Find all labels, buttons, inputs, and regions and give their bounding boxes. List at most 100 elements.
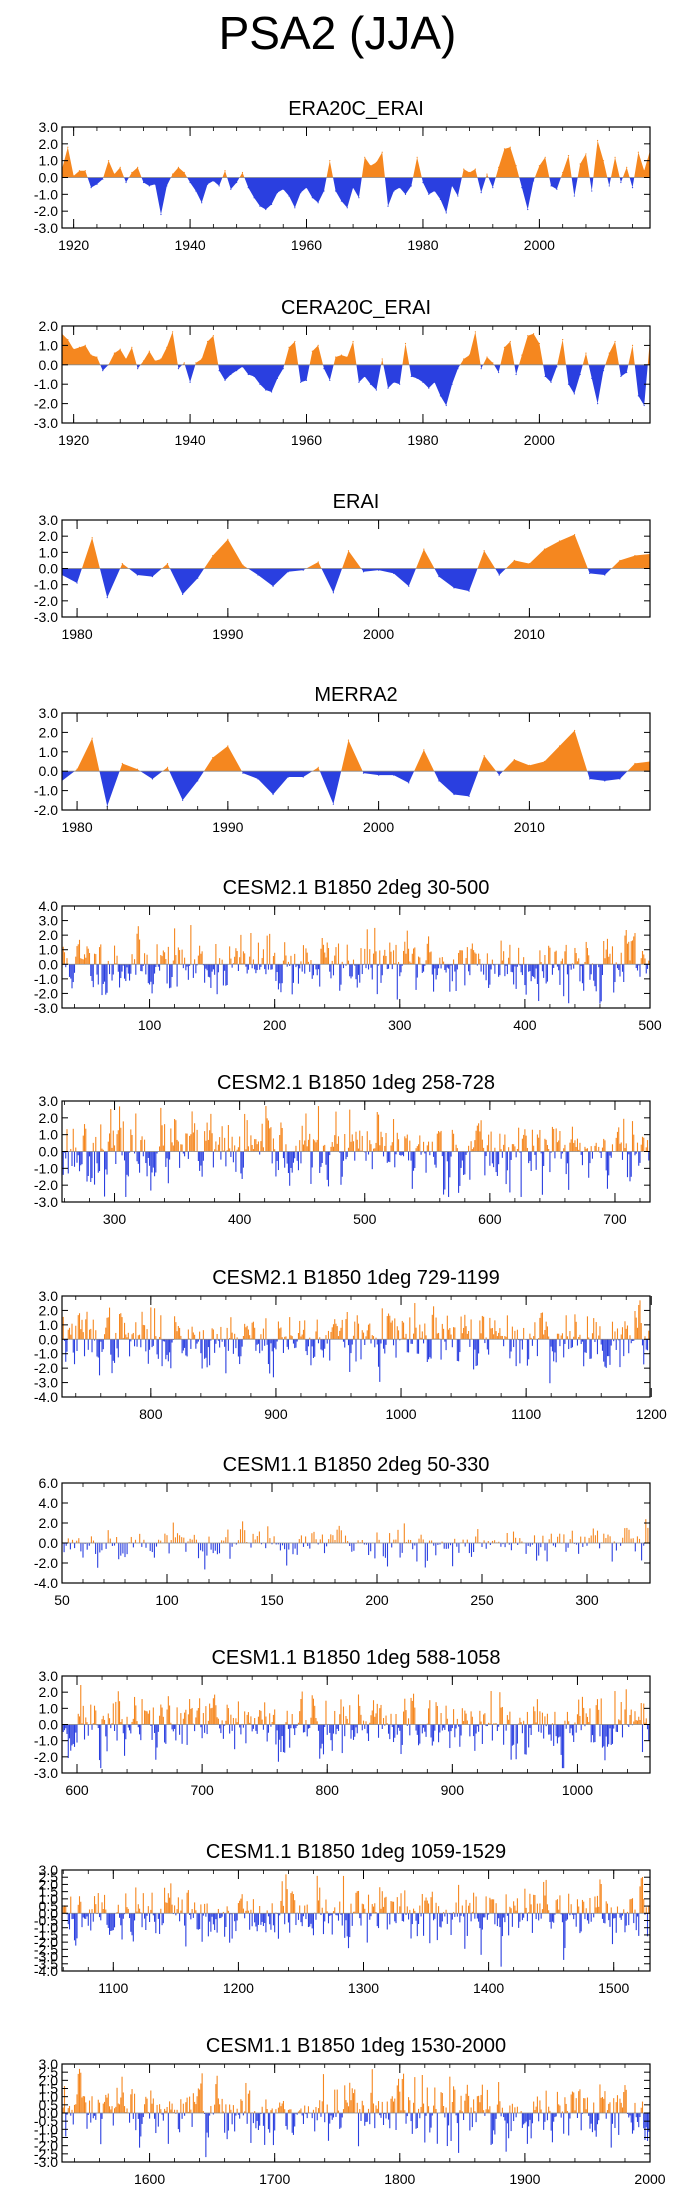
data-point [90,354,92,356]
y-tick-label: -2.0 [34,1555,58,1571]
data-point [73,175,75,177]
data-point [544,156,546,158]
chart-title: CERA20C_ERAI [281,297,431,319]
y-tick-label: 2.0 [39,318,59,334]
x-tick-label: 1000 [385,1406,416,1422]
chart-title: CESM2.1 B1850 1deg 258-728 [217,1072,495,1094]
y-tick-label: 3.0 [39,1668,59,1684]
data-point [340,354,343,356]
data-point [480,368,482,370]
y-tick-label: 1.0 [39,1127,59,1143]
data-point [121,762,123,765]
data-point [335,356,337,358]
data-point [619,559,621,562]
data-point [136,574,138,576]
data-point [311,350,313,352]
positive-area [62,534,650,569]
y-tick-label: -2.0 [34,2138,58,2154]
data-point [78,170,81,172]
y-tick-label: -1.0 [34,2121,58,2137]
y-tick-label: -1.0 [34,1160,58,1176]
y-tick-label: 2.5 [39,2064,59,2080]
data-point [346,356,348,358]
data-point [614,156,616,158]
data-point [311,197,313,199]
data-point [90,187,92,189]
chart-series [62,1685,650,1769]
y-tick-label: -3.0 [34,1000,58,1016]
y-tick-label: 2.0 [39,2072,59,2088]
data-point [492,187,494,189]
y-tick-label: 1.0 [39,2089,59,2105]
data-point [637,395,639,397]
data-point [317,766,319,768]
y-tick-label: 0.0 [39,1331,59,1347]
y-tick-label: 0.5 [39,2097,59,2113]
y-tick-label: -3.0 [34,1765,58,1781]
data-point [107,160,110,162]
data-point [300,192,302,194]
y-tick-label: 2.0 [39,1110,59,1126]
x-tick-label: 1920 [58,432,89,448]
data-point [172,173,174,175]
data-point [574,729,576,732]
chart-series [62,925,650,1004]
data-point [404,193,407,195]
data-point [503,148,506,150]
data-point [393,190,395,192]
x-tick-label: 300 [388,1017,412,1033]
chart-title: CESM1.1 B1850 2deg 50-330 [223,1454,490,1476]
chart-title: CESM2.1 B1850 1deg 729-1199 [212,1267,500,1289]
y-tick-label: 2.5 [39,1869,59,1885]
data-point [528,563,530,565]
data-point [579,373,581,376]
negative-area [62,568,650,598]
data-point [160,213,162,216]
data-point [567,155,570,157]
y-tick-label: -0.5 [34,2113,58,2129]
data-point [137,166,139,168]
data-point [73,348,75,350]
y-tick-label: -3.0 [34,220,58,236]
data-point [148,350,150,352]
data-point [121,563,123,565]
data-point [302,569,304,571]
data-point [423,548,425,550]
chart-7: CESM2.1 B1850 1deg 729-11993.02.01.00.0-… [34,1267,667,1422]
data-point [113,352,115,354]
chart-title: ERA20C_ERAI [288,98,424,120]
data-point [527,208,529,211]
data-point [486,173,488,175]
data-point [241,171,244,174]
y-tick-label: -2.0 [34,1749,58,1765]
data-point [67,146,69,148]
data-point [416,377,418,379]
data-point [218,185,220,187]
data-point [439,198,442,200]
y-tick-label: -2.5 [34,2146,58,2162]
data-point [113,173,115,175]
x-tick-label: 400 [513,1017,537,1033]
y-tick-label: 1.0 [39,942,59,958]
x-tick-label: 900 [264,1406,288,1422]
y-tick-label: 2.0 [39,1876,59,1892]
x-tick-label: 1500 [598,1980,629,1996]
y-tick-label: 4.0 [39,1495,59,1511]
data-point [247,373,249,376]
y-tick-label: -2.0 [34,203,58,219]
positive-area [62,730,650,772]
data-point [142,181,145,184]
data-point [474,168,476,170]
data-point [410,375,412,378]
data-point [538,342,540,345]
y-tick-label: 0.0 [39,2105,59,2121]
x-tick-label: 150 [260,1592,284,1608]
data-point [201,358,203,360]
y-tick-label: 1.0 [39,153,59,169]
chart-11: CESM1.1 B1850 1deg 1530-2000 3.02.52.01.5… [34,2035,666,2187]
y-tick-label: 1.5 [39,1884,59,1900]
data-point [91,537,93,539]
y-tick-label: 1.0 [39,744,59,760]
chart-title: ERAI [333,491,380,513]
